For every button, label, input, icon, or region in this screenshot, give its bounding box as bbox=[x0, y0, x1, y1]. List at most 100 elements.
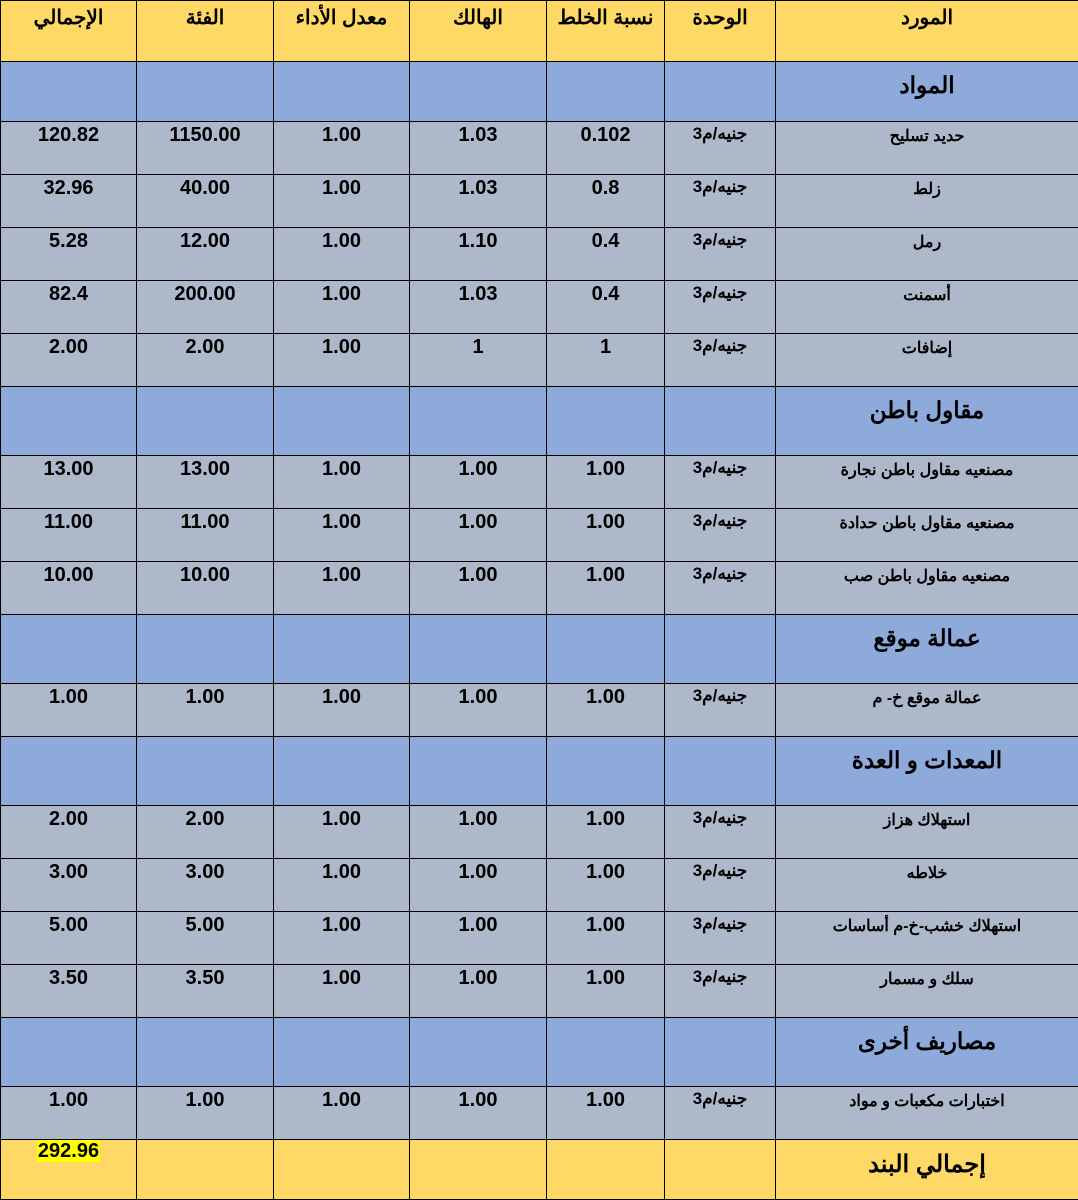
supplier-cell: حديد تسليح bbox=[776, 122, 1078, 175]
total-cell: 11.00 bbox=[1, 509, 137, 562]
cell bbox=[1, 615, 137, 684]
supplier-cell: مصنعيه مقاول باطن نجارة bbox=[776, 456, 1078, 509]
cell bbox=[1, 737, 137, 806]
header-price: الفئة bbox=[137, 1, 274, 62]
section-title: المعدات و العدة bbox=[776, 737, 1078, 806]
unit-cell: جنيه/م3 bbox=[665, 562, 776, 615]
cell bbox=[547, 737, 665, 806]
unit-cell: جنيه/م3 bbox=[665, 334, 776, 387]
mix-ratio-cell: 0.102 bbox=[547, 122, 665, 175]
cell bbox=[137, 62, 274, 122]
unit-cell: جنيه/م3 bbox=[665, 1087, 776, 1140]
section-row: المواد bbox=[1, 62, 1078, 122]
unit-cell: جنيه/م3 bbox=[665, 509, 776, 562]
price-cell: 1.00 bbox=[137, 1087, 274, 1140]
mix-ratio-cell: 0.4 bbox=[547, 281, 665, 334]
price-cell: 200.00 bbox=[137, 281, 274, 334]
header-unit: الوحدة bbox=[665, 1, 776, 62]
performance-rate-cell: 1.00 bbox=[274, 122, 410, 175]
grand-total-value: 292.96 bbox=[37, 1140, 100, 1162]
cell bbox=[547, 1018, 665, 1087]
waste-cell: 1.10 bbox=[410, 228, 547, 281]
cell bbox=[410, 1018, 547, 1087]
section-title: عمالة موقع bbox=[776, 615, 1078, 684]
waste-cell: 1.03 bbox=[410, 281, 547, 334]
total-cell: 5.28 bbox=[1, 228, 137, 281]
header-row: المورد الوحدة نسبة الخلط الهالك معدل الأ… bbox=[1, 1, 1078, 62]
cell bbox=[1, 1018, 137, 1087]
grand-total-label: إجمالي البند bbox=[776, 1140, 1078, 1200]
waste-cell: 1.00 bbox=[410, 859, 547, 912]
cell bbox=[274, 737, 410, 806]
mix-ratio-cell: 1 bbox=[547, 334, 665, 387]
mix-ratio-cell: 1.00 bbox=[547, 509, 665, 562]
cell bbox=[410, 387, 547, 456]
cell bbox=[274, 615, 410, 684]
unit-cell: جنيه/م3 bbox=[665, 456, 776, 509]
waste-cell: 1.03 bbox=[410, 175, 547, 228]
cell bbox=[137, 387, 274, 456]
cell bbox=[547, 1140, 665, 1200]
supplier-cell: خلاطه bbox=[776, 859, 1078, 912]
performance-rate-cell: 1.00 bbox=[274, 1087, 410, 1140]
unit-cell: جنيه/م3 bbox=[665, 684, 776, 737]
waste-cell: 1.00 bbox=[410, 562, 547, 615]
header-supplier: المورد bbox=[776, 1, 1078, 62]
mix-ratio-cell: 0.4 bbox=[547, 228, 665, 281]
header-mix-ratio: نسبة الخلط bbox=[547, 1, 665, 62]
supplier-cell: استهلاك هزاز bbox=[776, 806, 1078, 859]
section-title: المواد bbox=[776, 62, 1078, 122]
supplier-cell: إضافات bbox=[776, 334, 1078, 387]
waste-cell: 1.00 bbox=[410, 456, 547, 509]
total-cell: 2.00 bbox=[1, 334, 137, 387]
total-cell: 3.00 bbox=[1, 859, 137, 912]
total-cell: 3.50 bbox=[1, 965, 137, 1018]
section-row: المعدات و العدة bbox=[1, 737, 1078, 806]
unit-cell: جنيه/م3 bbox=[665, 859, 776, 912]
cell bbox=[274, 387, 410, 456]
section-row: عمالة موقع bbox=[1, 615, 1078, 684]
performance-rate-cell: 1.00 bbox=[274, 509, 410, 562]
mix-ratio-cell: 1.00 bbox=[547, 684, 665, 737]
cell bbox=[665, 1140, 776, 1200]
header-waste: الهالك bbox=[410, 1, 547, 62]
mix-ratio-cell: 1.00 bbox=[547, 912, 665, 965]
price-cell: 2.00 bbox=[137, 334, 274, 387]
total-cell: 13.00 bbox=[1, 456, 137, 509]
price-cell: 2.00 bbox=[137, 806, 274, 859]
cell bbox=[665, 615, 776, 684]
cell bbox=[665, 387, 776, 456]
supplier-cell: استهلاك خشب-خ-م أساسات bbox=[776, 912, 1078, 965]
cell bbox=[274, 62, 410, 122]
performance-rate-cell: 1.00 bbox=[274, 334, 410, 387]
cell bbox=[547, 615, 665, 684]
cell bbox=[410, 62, 547, 122]
cell bbox=[547, 62, 665, 122]
cell bbox=[274, 1018, 410, 1087]
supplier-cell: أسمنت bbox=[776, 281, 1078, 334]
unit-cell: جنيه/م3 bbox=[665, 912, 776, 965]
supplier-cell: سلك و مسمار bbox=[776, 965, 1078, 1018]
supplier-cell: عمالة موقع خ- م bbox=[776, 684, 1078, 737]
total-cell: 32.96 bbox=[1, 175, 137, 228]
waste-cell: 1.00 bbox=[410, 684, 547, 737]
cell bbox=[665, 62, 776, 122]
waste-cell: 1.03 bbox=[410, 122, 547, 175]
price-cell: 12.00 bbox=[137, 228, 274, 281]
cell bbox=[1, 387, 137, 456]
cell bbox=[410, 737, 547, 806]
cell bbox=[137, 1140, 274, 1200]
supplier-cell: رمل bbox=[776, 228, 1078, 281]
performance-rate-cell: 1.00 bbox=[274, 175, 410, 228]
price-cell: 40.00 bbox=[137, 175, 274, 228]
